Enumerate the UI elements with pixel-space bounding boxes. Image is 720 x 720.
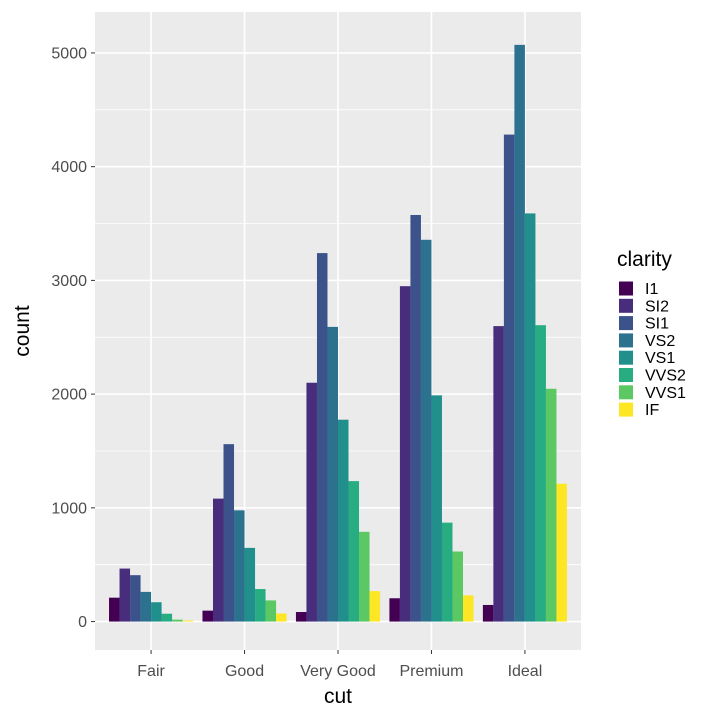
- bar: [441, 522, 453, 622]
- bar: [109, 597, 120, 622]
- bar: [431, 395, 442, 622]
- bar: [265, 600, 277, 622]
- y-tick-label: 0: [78, 614, 87, 631]
- legend-label: SI2: [645, 298, 669, 315]
- bar: [493, 326, 504, 622]
- bar: [316, 253, 328, 622]
- legend-label: IF: [645, 402, 659, 419]
- bar: [420, 239, 432, 622]
- x-tick-label: Good: [225, 663, 264, 680]
- bar: [172, 619, 183, 622]
- bar: [463, 595, 474, 622]
- bar: [151, 602, 162, 622]
- bar: [182, 620, 194, 622]
- x-tick-label: Premium: [399, 663, 463, 680]
- bar: [389, 598, 400, 622]
- bar: [535, 325, 546, 622]
- bar: [359, 531, 370, 622]
- y-axis-title: count: [11, 305, 34, 357]
- bar: [295, 612, 307, 622]
- y-tick-label: 3000: [51, 273, 87, 290]
- legend-title: clarity: [617, 248, 672, 271]
- legend-key: [619, 368, 633, 382]
- bar: [348, 481, 360, 622]
- bar: [276, 613, 287, 622]
- bar: [338, 419, 349, 622]
- bar: [130, 575, 141, 622]
- x-axis-title: cut: [324, 685, 352, 708]
- bars: [109, 44, 567, 622]
- x-tick-label: Ideal: [508, 663, 543, 680]
- y-tick-label: 5000: [51, 45, 87, 62]
- bar: [234, 510, 245, 622]
- x-axis: Fair Good Very Good Premium Ideal: [137, 650, 542, 680]
- y-tick-label: 2000: [51, 387, 87, 404]
- legend-key: [619, 333, 633, 348]
- bar: [482, 604, 494, 622]
- y-tick-label: 4000: [51, 159, 87, 176]
- bar: [556, 483, 567, 622]
- bar: [244, 547, 256, 622]
- legend-key: [619, 385, 633, 400]
- legend-label: VVS2: [645, 368, 686, 385]
- bar: [306, 382, 317, 622]
- legend-key: [619, 281, 633, 296]
- legend-label: VS2: [645, 333, 675, 350]
- bar: [399, 286, 411, 622]
- legend-key: [619, 402, 633, 417]
- bar: [255, 589, 266, 622]
- bar: [202, 610, 213, 622]
- bar: [503, 134, 515, 622]
- bar: [119, 568, 131, 622]
- bar: [514, 44, 525, 622]
- bar: [327, 326, 338, 622]
- legend-label: VVS1: [645, 385, 686, 402]
- legend-key: [619, 298, 633, 313]
- bar: [545, 388, 557, 622]
- bar: [524, 213, 536, 622]
- bar: [212, 498, 224, 622]
- x-tick-label: Very Good: [300, 663, 376, 680]
- bar: [452, 551, 464, 622]
- y-axis: 0 1000 2000 3000 4000 5000: [51, 45, 95, 631]
- bar: [140, 591, 152, 622]
- bar: [369, 591, 381, 622]
- bar: [223, 444, 235, 622]
- legend-label: VS1: [645, 350, 675, 367]
- legend-key: [619, 316, 633, 331]
- legend-key: [619, 350, 633, 365]
- bar: [161, 613, 173, 622]
- bar: [410, 215, 421, 622]
- legend-label: I1: [645, 281, 658, 298]
- x-tick-label: Fair: [137, 663, 165, 680]
- y-tick-label: 1000: [51, 500, 87, 517]
- legend-label: SI1: [645, 316, 669, 333]
